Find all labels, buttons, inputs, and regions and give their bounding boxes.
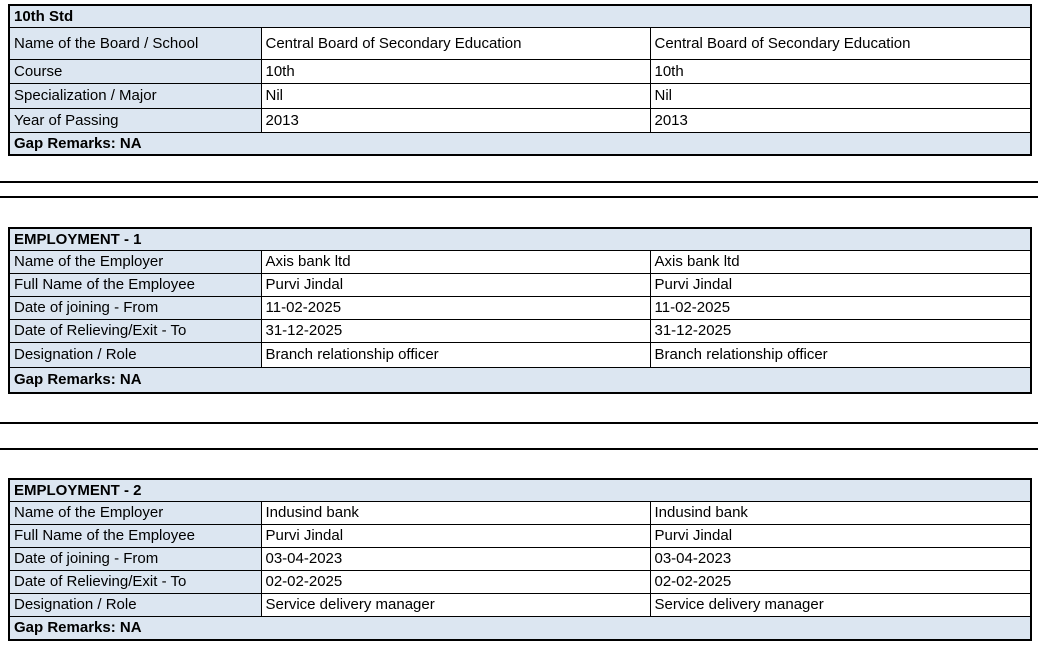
- row-label[interactable]: Name of the Board / School: [8, 26, 262, 60]
- table-row: Name of the Board / School Central Board…: [8, 26, 1032, 60]
- table-title-row: EMPLOYMENT - 1: [8, 227, 1032, 251]
- row-label[interactable]: Date of Relieving/Exit - To: [8, 569, 262, 594]
- cell-value[interactable]: 10th: [649, 58, 1032, 84]
- employment-2-table: EMPLOYMENT - 2 Name of the Employer Indu…: [8, 478, 1033, 641]
- row-label[interactable]: Course: [8, 58, 262, 84]
- cell-value[interactable]: 2013: [260, 107, 651, 133]
- table-row: Year of Passing 2013 2013: [8, 107, 1032, 133]
- cell-value[interactable]: Axis bank ltd: [649, 249, 1032, 274]
- gap-remarks-row: Gap Remarks: NA: [8, 366, 1032, 394]
- cell-value[interactable]: 11-02-2025: [260, 295, 651, 320]
- row-label[interactable]: Specialization / Major: [8, 82, 262, 109]
- table-row: Date of joining - From 03-04-2023 03-04-…: [8, 546, 1032, 571]
- cell-value[interactable]: Central Board of Secondary Education: [649, 26, 1032, 60]
- cell-value[interactable]: Purvi Jindal: [649, 523, 1032, 548]
- row-label[interactable]: Name of the Employer: [8, 249, 262, 274]
- row-label[interactable]: Designation / Role: [8, 341, 262, 368]
- cell-value[interactable]: 10th: [260, 58, 651, 84]
- table-row: Name of the Employer Indusind bank Indus…: [8, 500, 1032, 525]
- employment-1-table: EMPLOYMENT - 1 Name of the Employer Axis…: [8, 227, 1033, 394]
- table-title-row: 10th Std: [8, 4, 1032, 28]
- table-row: Designation / Role Service delivery mana…: [8, 592, 1032, 617]
- cell-value[interactable]: Central Board of Secondary Education: [260, 26, 651, 60]
- gap-remarks[interactable]: Gap Remarks: NA: [8, 366, 1032, 394]
- table-row: Full Name of the Employee Purvi Jindal P…: [8, 272, 1032, 297]
- cell-value[interactable]: Service delivery manager: [649, 592, 1032, 617]
- cell-value[interactable]: Service delivery manager: [260, 592, 651, 617]
- cell-value[interactable]: Branch relationship officer: [260, 341, 651, 368]
- cell-value[interactable]: Purvi Jindal: [649, 272, 1032, 297]
- cell-value[interactable]: Axis bank ltd: [260, 249, 651, 274]
- cell-value[interactable]: 03-04-2023: [260, 546, 651, 571]
- gap-remarks-row: Gap Remarks: NA: [8, 615, 1032, 641]
- row-label[interactable]: Designation / Role: [8, 592, 262, 617]
- row-label[interactable]: Date of joining - From: [8, 295, 262, 320]
- cell-value[interactable]: 31-12-2025: [260, 318, 651, 343]
- table-row: Designation / Role Branch relationship o…: [8, 341, 1032, 368]
- cell-value[interactable]: 2013: [649, 107, 1032, 133]
- table-title[interactable]: EMPLOYMENT - 1: [8, 227, 1032, 251]
- table-row: Date of Relieving/Exit - To 02-02-2025 0…: [8, 569, 1032, 594]
- table-row: Specialization / Major Nil Nil: [8, 82, 1032, 109]
- cell-value[interactable]: Purvi Jindal: [260, 523, 651, 548]
- gap-remarks-row: Gap Remarks: NA: [8, 131, 1032, 156]
- cell-value[interactable]: 02-02-2025: [649, 569, 1032, 594]
- row-label[interactable]: Name of the Employer: [8, 500, 262, 525]
- cell-value[interactable]: 02-02-2025: [260, 569, 651, 594]
- cell-value[interactable]: Branch relationship officer: [649, 341, 1032, 368]
- education-10th-table: 10th Std Name of the Board / School Cent…: [8, 4, 1032, 156]
- row-label[interactable]: Full Name of the Employee: [8, 272, 262, 297]
- table-row: Course 10th 10th: [8, 58, 1032, 84]
- table-title[interactable]: EMPLOYMENT - 2: [8, 478, 1032, 502]
- separator-line: [0, 196, 1038, 198]
- row-label[interactable]: Full Name of the Employee: [8, 523, 262, 548]
- table-title[interactable]: 10th Std: [8, 4, 1032, 28]
- gap-remarks[interactable]: Gap Remarks: NA: [8, 131, 1032, 156]
- table-title-row: EMPLOYMENT - 2: [8, 478, 1032, 502]
- cell-value[interactable]: Indusind bank: [649, 500, 1032, 525]
- cell-value[interactable]: Indusind bank: [260, 500, 651, 525]
- cell-value[interactable]: Purvi Jindal: [260, 272, 651, 297]
- row-label[interactable]: Year of Passing: [8, 107, 262, 133]
- table-row: Date of joining - From 11-02-2025 11-02-…: [8, 295, 1032, 320]
- separator-line: [0, 422, 1038, 424]
- cell-value[interactable]: 11-02-2025: [649, 295, 1032, 320]
- cell-value[interactable]: 31-12-2025: [649, 318, 1032, 343]
- separator-line: [0, 181, 1038, 183]
- row-label[interactable]: Date of joining - From: [8, 546, 262, 571]
- cell-value[interactable]: Nil: [649, 82, 1032, 109]
- row-label[interactable]: Date of Relieving/Exit - To: [8, 318, 262, 343]
- gap-remarks[interactable]: Gap Remarks: NA: [8, 615, 1032, 641]
- table-row: Full Name of the Employee Purvi Jindal P…: [8, 523, 1032, 548]
- table-row: Date of Relieving/Exit - To 31-12-2025 3…: [8, 318, 1032, 343]
- cell-value[interactable]: 03-04-2023: [649, 546, 1032, 571]
- cell-value[interactable]: Nil: [260, 82, 651, 109]
- separator-line: [0, 448, 1038, 450]
- table-row: Name of the Employer Axis bank ltd Axis …: [8, 249, 1032, 274]
